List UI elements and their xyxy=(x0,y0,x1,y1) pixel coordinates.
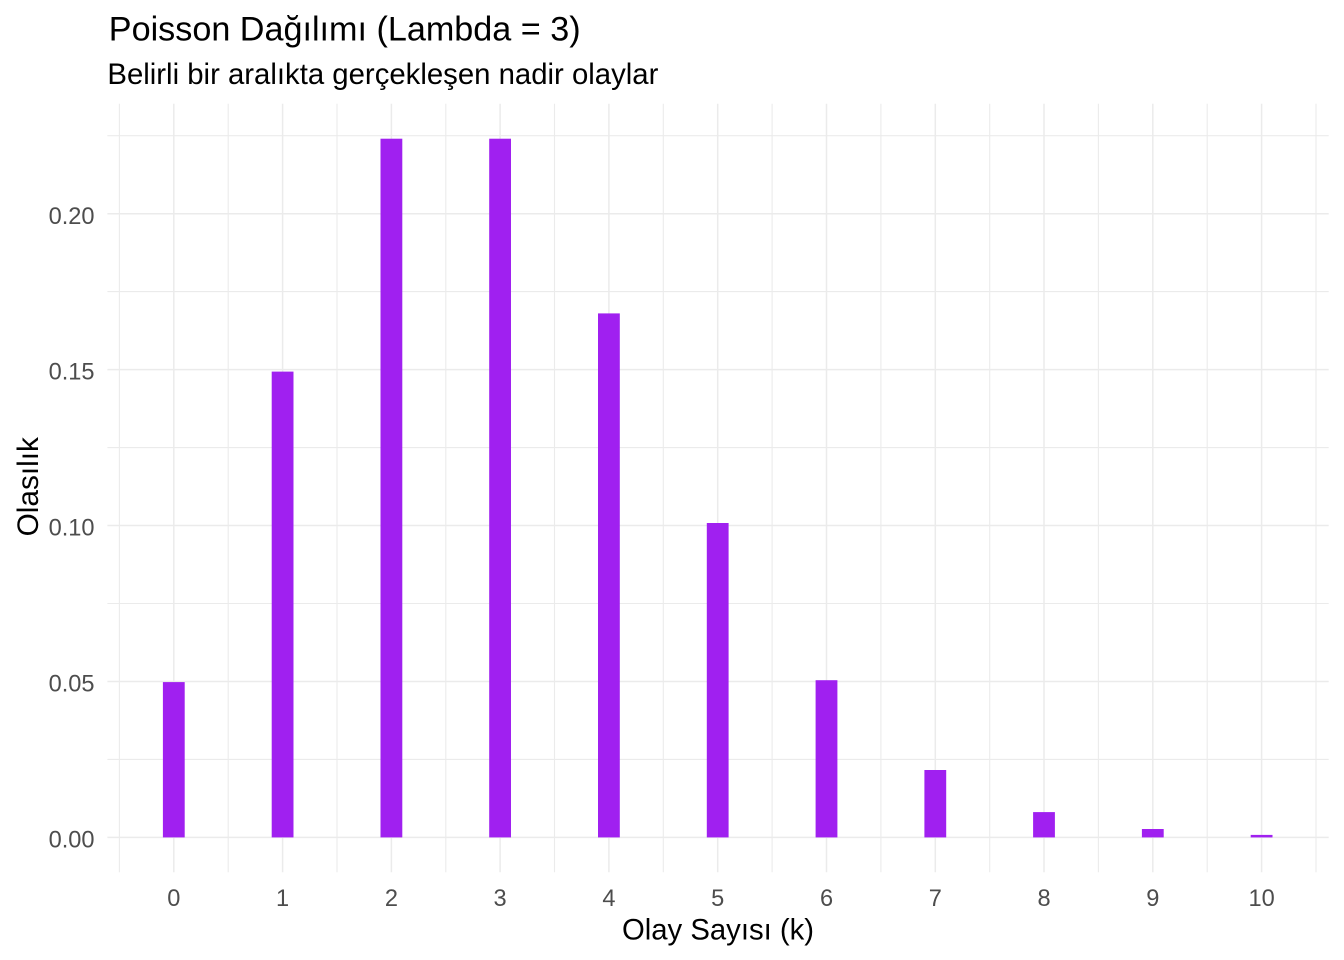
svg-text:5: 5 xyxy=(711,886,724,912)
svg-text:3: 3 xyxy=(494,886,507,912)
svg-text:7: 7 xyxy=(929,886,942,912)
svg-text:0.20: 0.20 xyxy=(49,204,95,230)
svg-text:9: 9 xyxy=(1146,886,1159,912)
svg-text:4: 4 xyxy=(602,886,615,912)
svg-text:2: 2 xyxy=(385,886,398,912)
svg-text:Olasılık: Olasılık xyxy=(12,437,45,536)
svg-text:Belirli bir aralıkta gerçekleş: Belirli bir aralıkta gerçekleşen nadir o… xyxy=(107,58,658,91)
svg-text:Olay Sayısı (k): Olay Sayısı (k) xyxy=(622,914,814,947)
svg-text:0: 0 xyxy=(167,886,180,912)
svg-text:0.00: 0.00 xyxy=(49,828,95,854)
svg-text:0.10: 0.10 xyxy=(49,516,95,542)
svg-text:10: 10 xyxy=(1248,886,1274,912)
svg-text:8: 8 xyxy=(1037,886,1050,912)
svg-text:6: 6 xyxy=(820,886,833,912)
svg-text:Poisson Dağılımı (Lambda = 3): Poisson Dağılımı (Lambda = 3) xyxy=(109,11,581,49)
svg-text:1: 1 xyxy=(276,886,289,912)
svg-text:0.05: 0.05 xyxy=(49,672,95,698)
svg-text:0.15: 0.15 xyxy=(49,360,95,386)
